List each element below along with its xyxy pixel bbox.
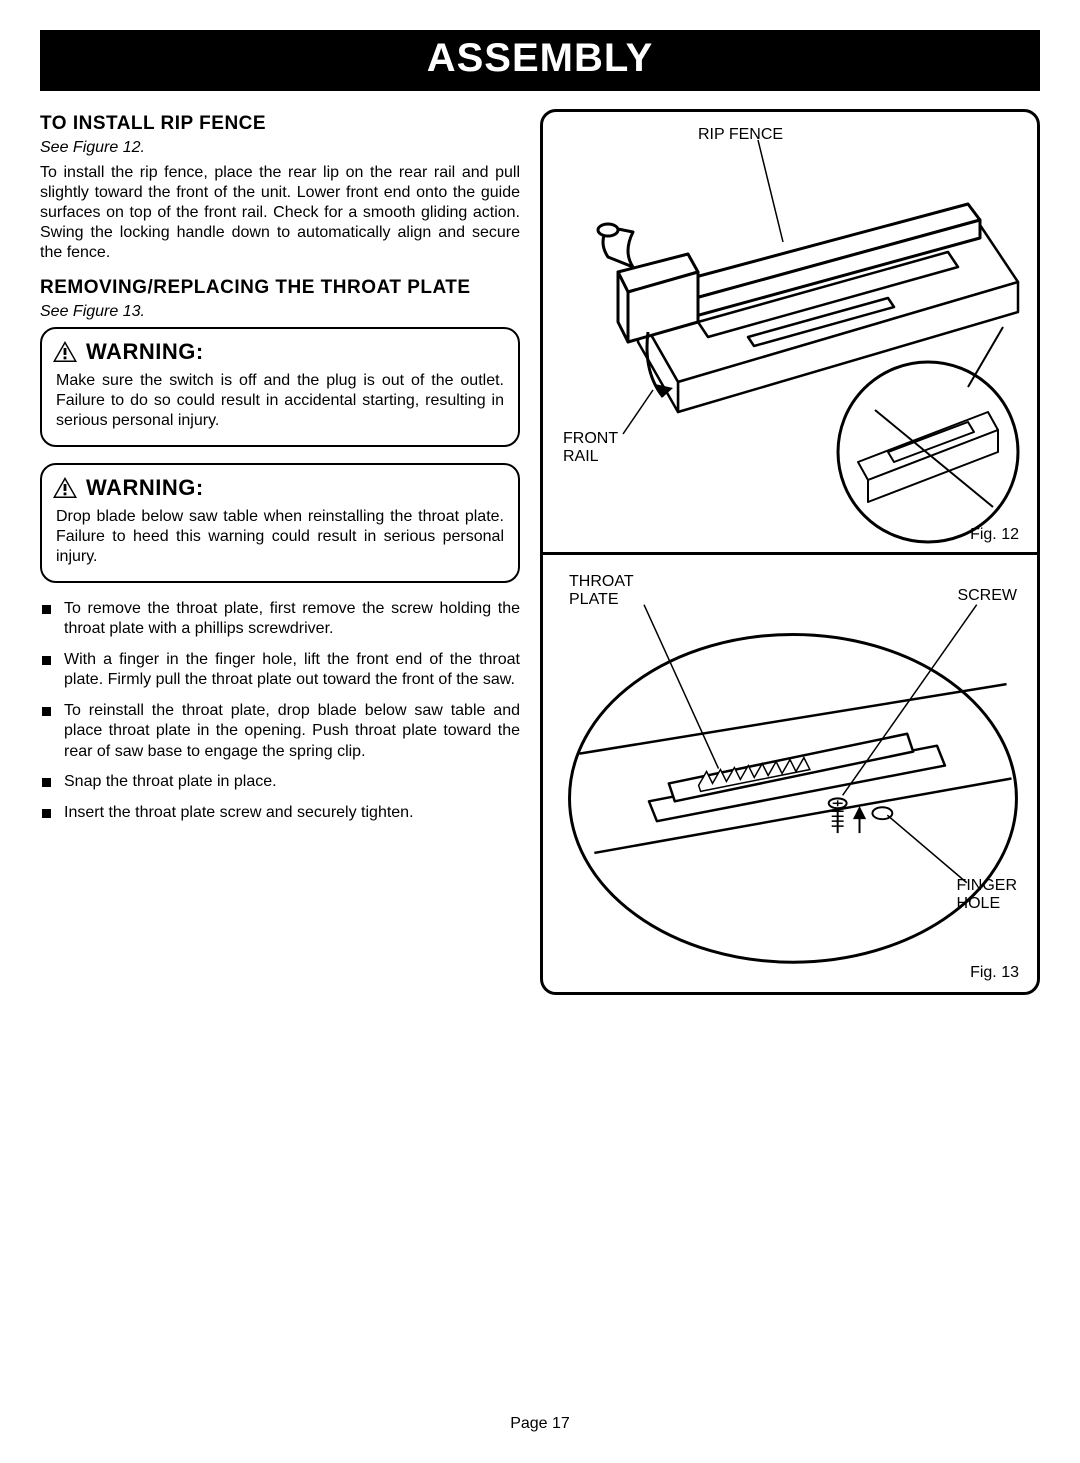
warning-1-label: WARNING: <box>86 339 204 365</box>
section-2-heading: REMOVING/REPLACING THE THROAT PLATE <box>40 277 520 299</box>
step-item: To reinstall the throat plate, drop blad… <box>40 701 520 762</box>
right-column: RIP FENCE FRONT RAIL Fig. 12 <box>540 109 1040 995</box>
warning-1-text: Make sure the switch is off and the plug… <box>56 371 504 431</box>
page-number: Page 17 <box>40 1415 1040 1433</box>
fig13-label-screw: SCREW <box>957 587 1017 605</box>
warning-triangle-icon <box>52 340 78 364</box>
warning-2-header: WARNING: <box>52 475 504 501</box>
step-item: Snap the throat plate in place. <box>40 772 520 792</box>
warning-2-label: WARNING: <box>86 475 204 501</box>
fig13-label-throat-plate: THROAT PLATE <box>569 573 634 608</box>
fig13-caption: Fig. 13 <box>970 964 1019 982</box>
figure-12-illustration <box>543 112 1037 552</box>
warning-2-text: Drop blade below saw table when reinstal… <box>56 507 504 567</box>
fig12-label-front-rail: FRONT RAIL <box>563 430 618 465</box>
section-2-figure-ref: See Figure 13. <box>40 303 520 321</box>
figure-12-panel: RIP FENCE FRONT RAIL Fig. 12 <box>543 112 1037 552</box>
fig13-label-finger-hole: FINGER HOLE <box>957 877 1017 912</box>
figure-13-illustration <box>543 555 1037 992</box>
left-column: TO INSTALL RIP FENCE See Figure 12. To i… <box>40 109 520 995</box>
step-item: To remove the throat plate, first remove… <box>40 599 520 640</box>
warning-box-2: WARNING: Drop blade below saw table when… <box>40 463 520 583</box>
step-item: With a finger in the finger hole, lift t… <box>40 650 520 691</box>
step-item: Insert the throat plate screw and secure… <box>40 803 520 823</box>
steps-list: To remove the throat plate, first remove… <box>40 599 520 823</box>
warning-1-header: WARNING: <box>52 339 504 365</box>
warning-triangle-icon <box>52 476 78 500</box>
figures-frame: RIP FENCE FRONT RAIL Fig. 12 <box>540 109 1040 995</box>
section-1-figure-ref: See Figure 12. <box>40 139 520 157</box>
fig12-label-rip-fence: RIP FENCE <box>698 126 783 144</box>
figure-13-panel: THROAT PLATE SCREW FINGER HOLE Fig. 13 <box>543 552 1037 992</box>
warning-box-1: WARNING: Make sure the switch is off and… <box>40 327 520 447</box>
fig12-caption: Fig. 12 <box>970 526 1019 544</box>
section-1-body: To install the rip fence, place the rear… <box>40 163 520 263</box>
section-1-heading: TO INSTALL RIP FENCE <box>40 113 520 135</box>
assembly-banner: ASSEMBLY <box>40 30 1040 91</box>
content-columns: TO INSTALL RIP FENCE See Figure 12. To i… <box>40 109 1040 995</box>
